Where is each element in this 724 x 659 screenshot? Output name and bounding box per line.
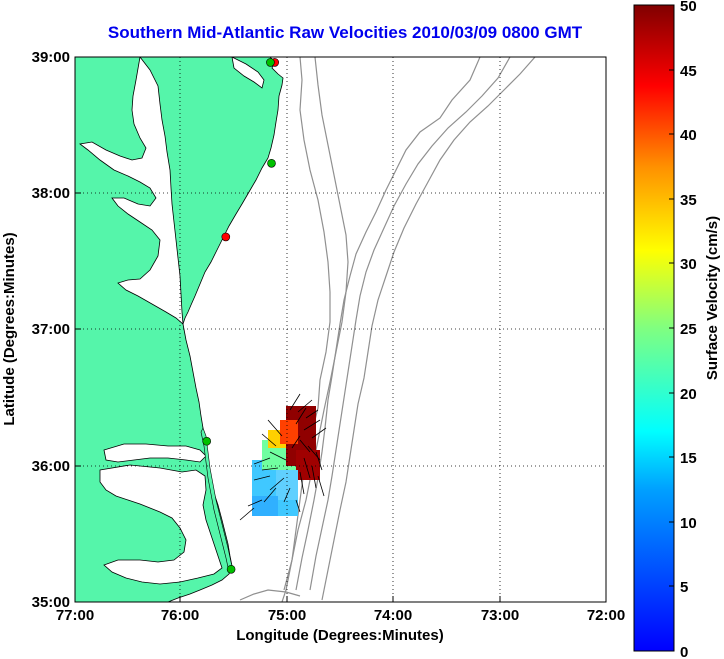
x-tick-label: 75:00 [268,607,306,624]
station-marker [226,564,236,574]
colorbar: 50 45 40 35 30 25 20 15 10 5 0 Surface V… [633,0,721,659]
map-panel: 77:00 76:00 75:00 74:00 73:00 72:00 39:0… [1,49,625,644]
colorbar-tick-label: 40 [680,127,697,144]
grid-lines [75,57,606,602]
y-axis-label: Latitude (Degrees:Minutes) [1,232,18,425]
velocity-vectors [239,393,327,521]
y-tick-label: 36:00 [32,458,70,475]
colorbar-tick-label: 45 [680,63,697,80]
station-marker [202,436,211,446]
station-marker [266,58,275,67]
station-marker [267,159,276,168]
colorbar-tick-label: 0 [680,644,688,659]
colorbar-gradient [633,4,675,652]
x-axis-label: Longitude (Degrees:Minutes) [236,627,444,644]
colorbar-tick-label: 35 [680,192,697,209]
x-tick-label: 77:00 [56,607,94,624]
delaware-bay [231,57,265,89]
colorbar-tick-label: 25 [680,321,697,338]
colorbar-tick-label: 30 [680,256,697,273]
albemarle-sound [103,443,207,463]
x-tick-label: 76:00 [161,607,199,624]
colorbar-tick-label: 15 [680,450,697,467]
y-tick-label: 35:00 [32,594,70,611]
y-tick-label: 38:00 [32,185,70,202]
axis-tick-marks [74,56,607,603]
colorbar-tick-label: 10 [680,515,697,532]
y-tick-label: 37:00 [32,321,70,338]
station-marker [221,232,231,242]
x-tick-label: 72:00 [587,607,625,624]
colorbar-tick-label: 50 [680,0,697,15]
y-tick-label: 39:00 [32,49,70,66]
colorbar-label: Surface Velocity (cm/s) [704,216,721,380]
station-markers [202,58,280,574]
colorbar-tick-label: 5 [680,579,688,596]
colorbar-tick-label: 20 [680,386,697,403]
map-title: Southern Mid-Atlantic Raw Velocities 201… [108,23,583,42]
pamlico-sound [99,464,223,585]
x-tick-label: 73:00 [481,607,519,624]
colorbar-tick-marks [669,4,674,652]
chesapeake-bay [79,57,184,325]
velocity-field [252,406,320,516]
x-tick-label: 74:00 [374,607,412,624]
